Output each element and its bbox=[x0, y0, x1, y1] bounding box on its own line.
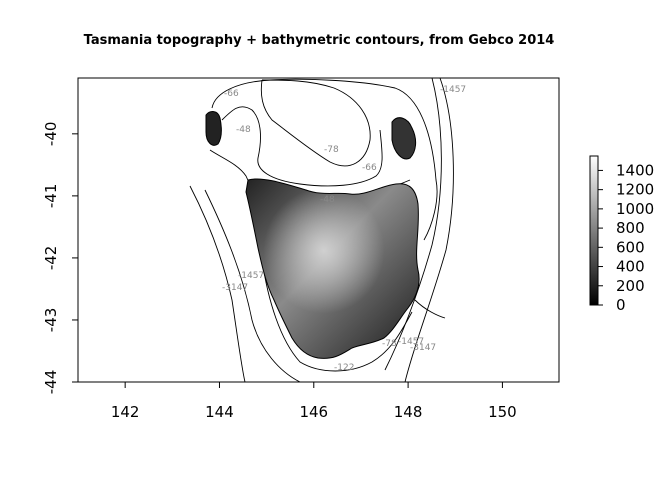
contour-label: -3147 bbox=[410, 343, 436, 353]
y-tick-label: -44 bbox=[42, 370, 60, 395]
legend-tick-label: 1000 bbox=[616, 200, 654, 218]
contour-label: -1457 bbox=[398, 337, 424, 347]
contour-outer-3147 bbox=[189, 185, 246, 383]
tasmania-highlands bbox=[246, 178, 420, 359]
contour-label: -3147 bbox=[222, 283, 248, 293]
king-island bbox=[205, 111, 222, 146]
x-tick-label: 144 bbox=[205, 403, 234, 421]
contour-label: -48 bbox=[236, 125, 251, 135]
contour-label: -78 bbox=[324, 145, 339, 155]
y-axis: -40 -41 -42 -43 -44 bbox=[42, 122, 78, 395]
x-tick-label: 148 bbox=[394, 403, 423, 421]
contour-label: -48 bbox=[320, 195, 335, 205]
contour-1457-west bbox=[204, 189, 301, 383]
contour-south-east bbox=[414, 299, 446, 319]
flinders-island bbox=[391, 117, 417, 160]
legend-tick-label: 800 bbox=[616, 219, 645, 237]
bathymetric-contours bbox=[189, 77, 454, 383]
legend-tick-label: 200 bbox=[616, 277, 645, 295]
contour-bass-strait bbox=[211, 78, 438, 241]
x-axis: 142 144 146 148 150 bbox=[111, 382, 517, 421]
x-tick-label: 150 bbox=[488, 403, 517, 421]
legend-tick-label: 400 bbox=[616, 258, 645, 276]
contour-inner-south bbox=[261, 259, 413, 372]
legend-tick-label: 1200 bbox=[616, 181, 654, 199]
contour-label: -66 bbox=[224, 89, 239, 99]
plot-frame bbox=[77, 77, 560, 383]
y-tick-label: -43 bbox=[42, 308, 60, 333]
legend-tick-label: 1400 bbox=[616, 161, 654, 179]
x-tick-label: 142 bbox=[111, 403, 140, 421]
legend-tick-label: 0 bbox=[616, 296, 626, 314]
y-tick-label: -42 bbox=[42, 246, 60, 271]
contour-66 bbox=[221, 106, 383, 187]
legend-gradient-bar bbox=[589, 155, 599, 306]
contour-labels: -66 -48 -78 -66 -48 -1457 -1457 -3147 -3… bbox=[222, 85, 466, 373]
contour-outer-3147-east bbox=[404, 77, 454, 383]
contour-1457-east bbox=[384, 77, 442, 371]
y-tick-label: -41 bbox=[42, 184, 60, 209]
contour-78 bbox=[260, 79, 371, 167]
map-title: Tasmania topography + bathymetric contou… bbox=[84, 33, 555, 48]
y-tick-label: -40 bbox=[42, 122, 60, 147]
contour-label: -1457 bbox=[238, 271, 264, 281]
contour-label: -1457 bbox=[440, 85, 466, 95]
contour-label: -122 bbox=[334, 363, 354, 373]
contour-label: -78 bbox=[382, 339, 397, 349]
x-tick-label: 146 bbox=[299, 403, 328, 421]
contour-label: -66 bbox=[362, 163, 377, 173]
legend-tick-label: 600 bbox=[616, 238, 645, 256]
